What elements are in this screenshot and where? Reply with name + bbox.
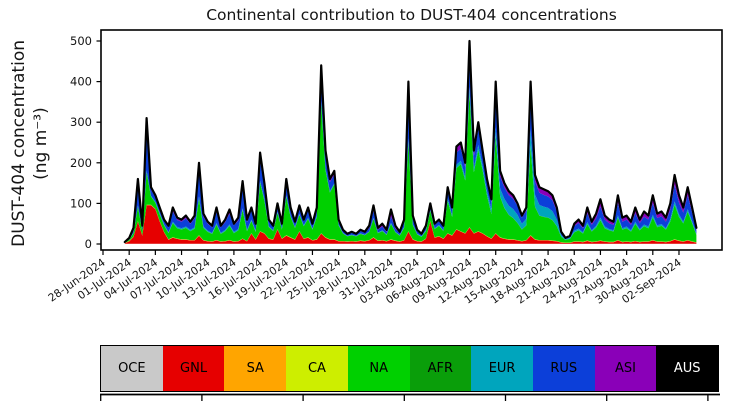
area-na	[124, 93, 697, 243]
legend-item-label: AFR	[427, 361, 454, 376]
y-tick-label: 400	[70, 75, 92, 89]
y-tick-label: 0	[85, 237, 92, 251]
legend-item-label: CA	[307, 361, 326, 376]
total-line	[123, 39, 698, 244]
legend-item-ca: CA	[286, 346, 348, 391]
legend-item-eur: EUR	[471, 346, 533, 391]
area-asi	[124, 41, 697, 243]
y-tick-label: 300	[70, 115, 92, 129]
x-axis-ticks: 28-Jun-202401-Jul-202404-Jul-202407-Jul-…	[46, 250, 684, 307]
y-tick-label: 500	[70, 34, 92, 48]
total-concentration-line	[123, 39, 698, 244]
area-gnl	[124, 205, 697, 244]
legend-item-label: OCE	[118, 361, 146, 376]
secondary-axis-fragment	[100, 393, 720, 401]
stacked-areas	[124, 41, 697, 244]
legend-item-asi: ASI	[594, 346, 657, 391]
legend-item-label: GNL	[180, 361, 208, 376]
legend-item-gnl: GNL	[162, 346, 225, 391]
legend-item-label: ASI	[614, 361, 636, 376]
chart-title: Continental contribution to DUST-404 con…	[206, 6, 617, 24]
area-sa	[124, 205, 697, 244]
axes-box	[100, 29, 723, 251]
y-tick-label: 200	[70, 156, 92, 170]
legend-item-label: AUS	[673, 361, 701, 376]
legend-item-label: EUR	[488, 361, 516, 376]
legend-item-oce: OCE	[101, 346, 163, 391]
area-ca	[124, 204, 697, 243]
area-rus	[124, 54, 697, 243]
legend-item-aus: AUS	[656, 346, 719, 391]
legend-item-rus: RUS	[532, 346, 595, 391]
legend-item-label: SA	[246, 361, 264, 376]
continent-legend: OCE GNL SA CA NA AFR EUR RUS ASI AUS	[100, 345, 719, 392]
legend-item-na: NA	[347, 346, 410, 391]
legend-item-sa: SA	[224, 346, 287, 391]
legend-item-label: RUS	[550, 361, 578, 376]
legend-item-label: NA	[369, 361, 388, 376]
legend-item-afr: AFR	[409, 346, 472, 391]
y-tick-label: 100	[70, 196, 92, 210]
y-axis-ticks: 0 100 200 300 400 500	[70, 34, 101, 251]
